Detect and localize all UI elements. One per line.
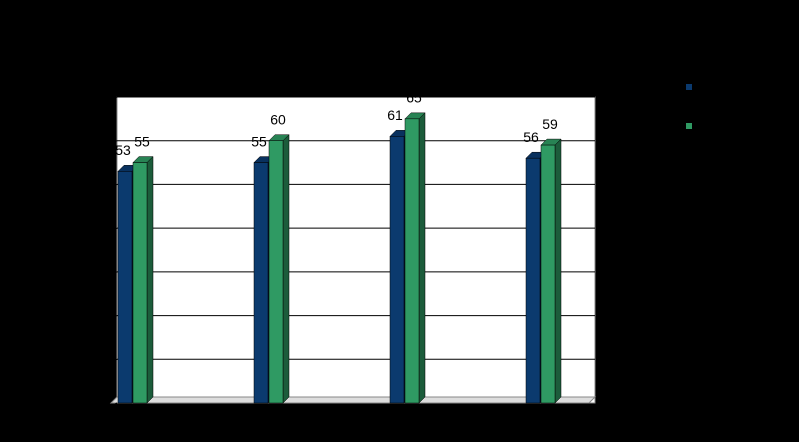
y-tick-label: 10 bbox=[89, 350, 105, 366]
tick-mark bbox=[110, 96, 118, 101]
tick-mark bbox=[110, 271, 118, 276]
bar bbox=[268, 140, 284, 404]
bar bbox=[525, 157, 541, 404]
bar bbox=[389, 136, 405, 404]
y-tick-label: 40 bbox=[89, 219, 105, 235]
bar-side bbox=[282, 134, 290, 404]
tick-mark bbox=[110, 227, 118, 232]
y-tick-label: 30 bbox=[89, 263, 105, 279]
plot-area bbox=[116, 96, 596, 404]
tick-mark bbox=[110, 402, 118, 407]
tick-mark bbox=[110, 140, 118, 145]
tick-mark bbox=[110, 358, 118, 363]
bar bbox=[404, 118, 420, 404]
floor bbox=[109, 396, 597, 404]
value-label: 55 bbox=[134, 133, 150, 149]
legend-swatch bbox=[686, 84, 692, 90]
bar bbox=[117, 171, 133, 404]
bar-side bbox=[146, 155, 154, 404]
y-tick-label: 0 bbox=[97, 394, 105, 410]
bar bbox=[253, 162, 269, 404]
bar bbox=[540, 144, 556, 404]
value-label: 55 bbox=[251, 133, 267, 149]
value-label: 59 bbox=[542, 116, 558, 132]
y-tick-label: 60 bbox=[89, 131, 105, 147]
y-tick-label: 70 bbox=[89, 88, 105, 104]
y-tick-label: 20 bbox=[89, 306, 105, 322]
tick-mark bbox=[110, 183, 118, 188]
value-label: 61 bbox=[387, 107, 403, 123]
value-label: 65 bbox=[406, 90, 422, 106]
bar bbox=[132, 162, 148, 404]
bar-side bbox=[418, 112, 426, 404]
bar-side bbox=[554, 138, 562, 404]
y-tick-label: 50 bbox=[89, 175, 105, 191]
tick-mark bbox=[110, 315, 118, 320]
legend-swatch bbox=[686, 123, 692, 129]
value-label: 53 bbox=[115, 142, 131, 158]
value-label: 56 bbox=[523, 129, 539, 145]
value-label: 60 bbox=[270, 111, 286, 127]
